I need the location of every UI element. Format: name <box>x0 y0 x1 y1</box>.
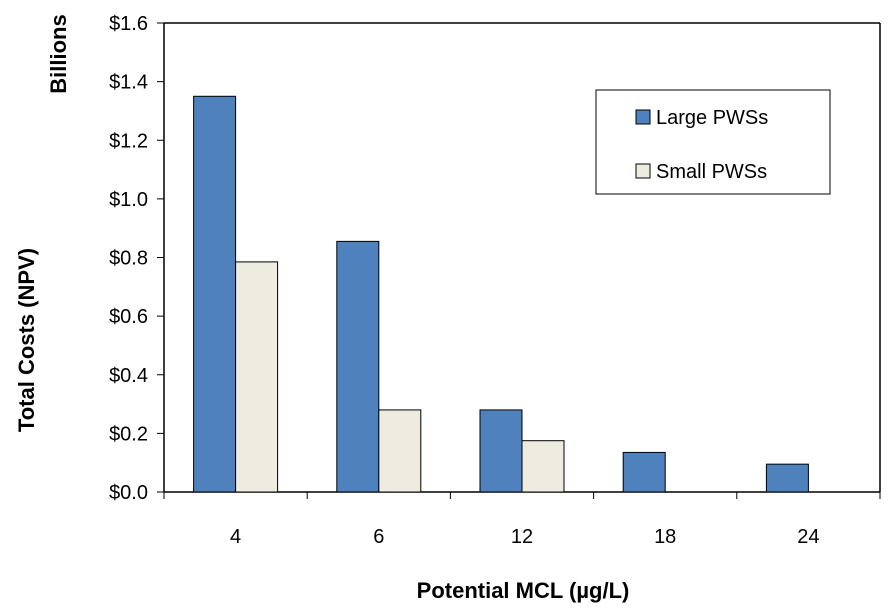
bar-small-pwss <box>521 440 565 493</box>
x-axis-title: Potential MCL (µg/L) <box>417 578 630 603</box>
x-tick-label: 6 <box>373 526 384 548</box>
y-tick-label: $0.8 <box>109 248 148 270</box>
bar-small-pwss <box>235 261 279 493</box>
y-tick-label: $0.2 <box>109 423 148 445</box>
bar-large-pwss <box>336 240 380 493</box>
bars-group <box>193 95 809 493</box>
x-tick-label: 24 <box>797 526 819 548</box>
bar-small-pwss <box>378 409 422 493</box>
y-tick-label: $1.4 <box>109 72 148 94</box>
x-tick-label: 4 <box>230 526 241 548</box>
bar-large-pwss <box>765 463 809 493</box>
y-tick-label: $1.0 <box>109 189 148 211</box>
x-tick-label: 18 <box>654 526 676 548</box>
legend-box <box>595 89 831 195</box>
y-axis-units-label: Billions <box>46 14 71 93</box>
legend: Large PWSs Small PWSs <box>595 89 831 195</box>
y-tick-label: $0.4 <box>109 365 148 387</box>
bar-large-pwss <box>193 95 237 493</box>
y-axis-ticks: $0.0 $0.2 $0.4 $0.6 $0.8 $1.0 $1.2 $1.4 $1.6 <box>109 13 164 504</box>
legend-swatch-small-pwss <box>635 163 651 179</box>
y-tick-label: $1.2 <box>109 130 148 152</box>
bar-large-pwss <box>479 409 523 493</box>
x-axis-ticks: 4 6 12 18 24 <box>163 492 881 548</box>
bar-large-pwss <box>622 451 666 493</box>
legend-label-large-pwss: Large PWSs <box>656 107 768 129</box>
y-tick-label: $1.6 <box>109 13 148 35</box>
y-tick-label: $0.0 <box>109 482 148 504</box>
y-tick-label: $0.6 <box>109 306 148 328</box>
legend-swatch-large-pwss <box>635 109 651 125</box>
legend-label-small-pwss: Small PWSs <box>656 161 767 183</box>
x-tick-label: 12 <box>511 526 533 548</box>
y-axis-title: Total Costs (NPV) <box>14 248 39 432</box>
